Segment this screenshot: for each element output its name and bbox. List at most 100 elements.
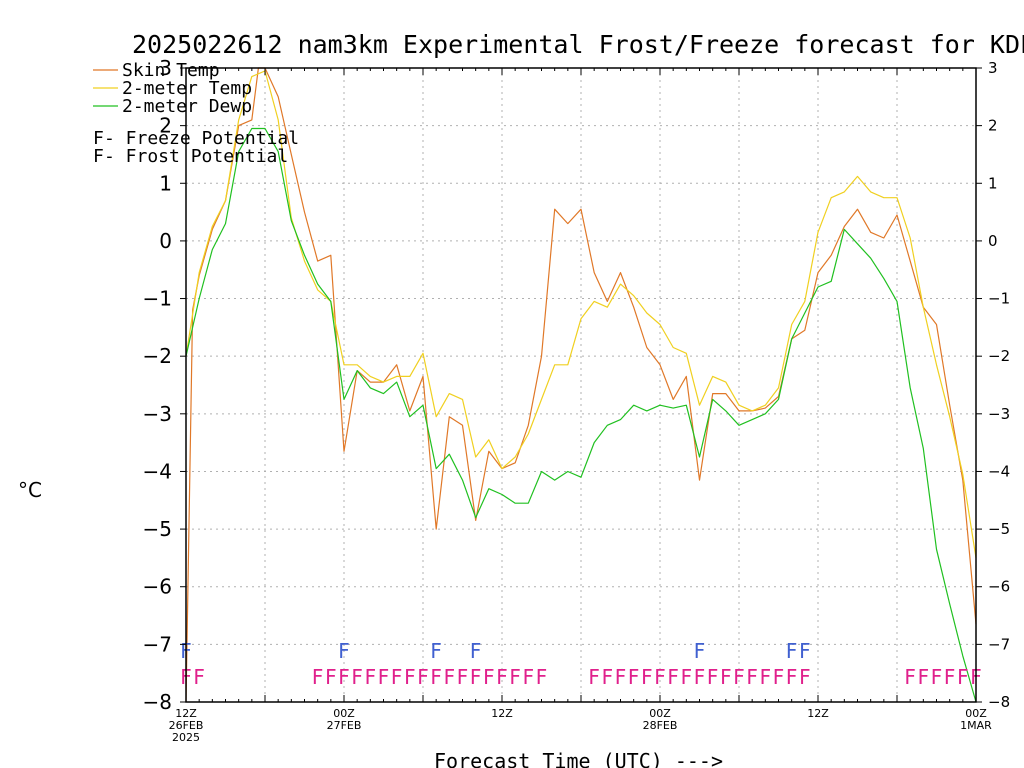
freeze-flag: F [615, 665, 627, 689]
freeze-flag: F [918, 665, 930, 689]
chart-title: 2025022612 nam3km Experimental Frost/Fre… [132, 30, 1024, 59]
y-tick-label: −5 [143, 517, 172, 541]
y-tick-label-right: 3 [988, 59, 998, 77]
y-tick-label: 1 [159, 171, 172, 195]
y-tick-label: 3 [159, 56, 172, 80]
freeze-flag: F [681, 665, 693, 689]
legend-marker: F [93, 128, 104, 149]
freeze-flag: F [746, 665, 758, 689]
freeze-flag: F [760, 665, 772, 689]
y-tick-label-right: 0 [988, 232, 998, 250]
freeze-flag: F [536, 665, 548, 689]
freeze-flag: F [799, 665, 811, 689]
freeze-flag: F [391, 665, 403, 689]
freeze-flag: F [509, 665, 521, 689]
grid [186, 68, 976, 702]
y-tick-label-right: −2 [988, 347, 1010, 365]
frost-flag: F [786, 639, 798, 663]
frost-flag: F [430, 639, 442, 663]
x-tick-label: 00Z [965, 707, 987, 720]
freeze-flag: F [417, 665, 429, 689]
y-tick-label-right: −3 [988, 405, 1010, 423]
freeze-flag: F [312, 665, 324, 689]
y-tick-label-right: −4 [988, 462, 1010, 480]
x-tick-label: 28FEB [643, 719, 678, 732]
frost-flag: F [338, 639, 350, 663]
freeze-flag: F [773, 665, 785, 689]
legend-label: 2-meter Dewp [122, 96, 252, 117]
freeze-flag: F [338, 665, 350, 689]
freeze-flag: F [957, 665, 969, 689]
y-axis-label: °C [18, 478, 42, 502]
y-tick-label: 0 [159, 229, 172, 253]
freeze-flag: F [483, 665, 495, 689]
legend-label: - Frost Potential [104, 146, 288, 167]
frost-flag: F [799, 639, 811, 663]
x-tick-label: 26FEB [169, 719, 204, 732]
x-tick-label: 1MAR [960, 719, 992, 732]
freeze-flag: F [365, 665, 377, 689]
x-tick-label: 12Z [807, 707, 829, 720]
legend-label: 2-meter Temp [122, 78, 252, 99]
y-tick-label: −3 [143, 402, 172, 426]
y-tick-label-right: −6 [988, 578, 1010, 596]
x-tick-label: 00Z [649, 707, 671, 720]
y-tick-label: 2 [159, 114, 172, 138]
freeze-flag: F [378, 665, 390, 689]
series-line [185, 127, 977, 703]
y-tick-label-right: 2 [988, 117, 998, 135]
freeze-flag: F [496, 665, 508, 689]
y-tick-label: −6 [143, 575, 172, 599]
y-tick-label-right: −8 [988, 693, 1010, 711]
x-tick-label: 12Z [175, 707, 197, 720]
freeze-flag: F [193, 665, 205, 689]
freeze-flag: F [628, 665, 640, 689]
y-tick-label: −7 [143, 632, 172, 656]
x-tick-label: 2025 [172, 731, 200, 744]
freeze-flag: F [694, 665, 706, 689]
freeze-flag: F [523, 665, 535, 689]
freeze-flag: F [707, 665, 719, 689]
y-tick-label: −8 [143, 690, 172, 714]
frost-flag: F [694, 639, 706, 663]
legend-label: Skin Temp [122, 60, 220, 81]
series-line [185, 70, 977, 558]
freeze-flag: F [457, 665, 469, 689]
axes: −8 −8 −7 −7 −6 −6 −5 −5 −4 −4 −3 −3 −2 −2 −1 −1 0 0 1 1 2 2 3 3… [143, 56, 1011, 744]
frost-flag: F [470, 639, 482, 663]
freeze-flag: F [944, 665, 956, 689]
freeze-flag: F [904, 665, 916, 689]
freeze-flag: F [430, 665, 442, 689]
series-layer [185, 67, 977, 703]
plot-frame [185, 67, 977, 703]
legend-marker: F [93, 146, 104, 167]
y-tick-label-right: 1 [988, 174, 998, 192]
x-axis-label: Forecast Time (UTC) ---> [434, 749, 723, 768]
y-tick-label: −4 [143, 459, 172, 483]
y-tick-label: −2 [143, 344, 172, 368]
freeze-flag: F [720, 665, 732, 689]
freeze-flag: F [325, 665, 337, 689]
y-tick-label-right: −5 [988, 520, 1010, 538]
freeze-flag: F [470, 665, 482, 689]
freeze-flag: F [444, 665, 456, 689]
freeze-flag: F [404, 665, 416, 689]
legend-label: - Freeze Potential [104, 128, 299, 149]
freeze-flag: F [654, 665, 666, 689]
y-tick-label: −1 [143, 287, 172, 311]
freeze-flag: F [667, 665, 679, 689]
freeze-flag: F [931, 665, 943, 689]
freeze-flag: F [733, 665, 745, 689]
freeze-flag: F [351, 665, 363, 689]
series-line [185, 67, 977, 703]
freeze-flag: F [641, 665, 653, 689]
freeze-flag: F [602, 665, 614, 689]
x-tick-label: 12Z [491, 707, 513, 720]
y-tick-label-right: −1 [988, 290, 1010, 308]
freeze-flag: F [786, 665, 798, 689]
x-tick-label: 00Z [333, 707, 355, 720]
x-tick-label: 27FEB [327, 719, 362, 732]
freeze-flag: F [588, 665, 600, 689]
